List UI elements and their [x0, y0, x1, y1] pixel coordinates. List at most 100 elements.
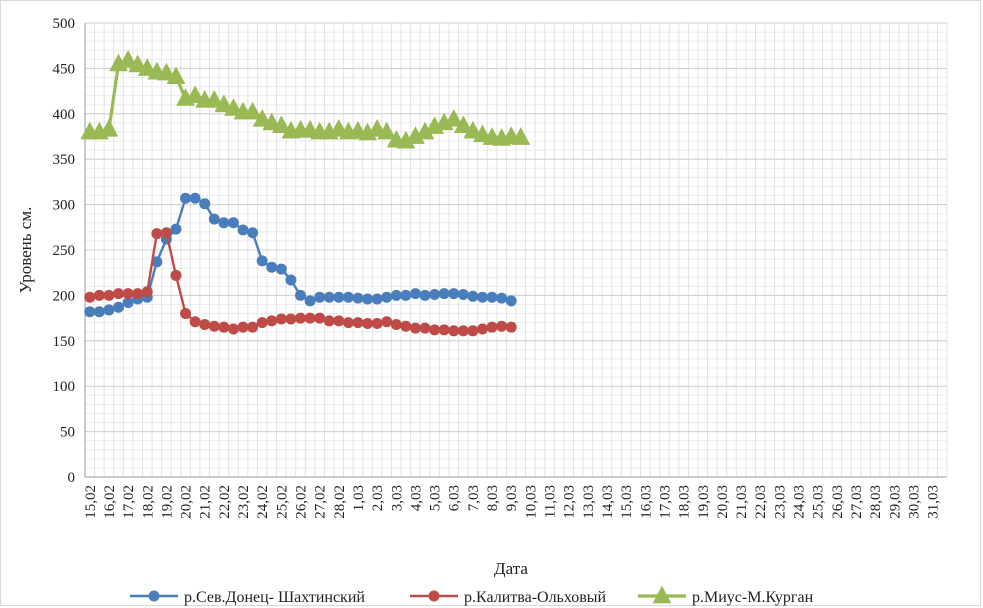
y-tick-label: 350: [53, 152, 76, 168]
data-point: [396, 130, 416, 149]
x-tick-label: 15,02: [83, 485, 99, 519]
series-group: [80, 49, 531, 337]
x-tick-label: 12,03: [562, 485, 578, 519]
axes: [84, 23, 947, 478]
data-point: [333, 291, 345, 303]
data-point: [199, 198, 211, 210]
x-tick-label: 15,03: [619, 485, 635, 519]
data-point: [406, 126, 425, 144]
data-point: [476, 291, 488, 303]
x-tick-label: 11,03: [543, 485, 559, 518]
data-point: [314, 312, 326, 324]
data-point: [99, 119, 119, 137]
data-point: [199, 318, 211, 330]
data-point: [218, 217, 230, 229]
data-point: [148, 590, 160, 602]
x-tick-label: 9,03: [504, 485, 520, 511]
y-tick-label: 150: [53, 334, 76, 350]
data-point: [390, 289, 402, 301]
data-point: [429, 324, 441, 336]
x-tick-label: 10,03: [523, 485, 539, 519]
x-tick-label: 19,03: [696, 485, 712, 519]
data-point: [256, 317, 268, 329]
data-point: [180, 308, 192, 320]
data-point: [381, 316, 393, 328]
data-point: [118, 49, 138, 68]
x-tick-label: 17,03: [657, 485, 673, 519]
x-tick-label: 31,03: [926, 485, 942, 519]
x-tick-label: 23,03: [772, 485, 788, 519]
x-tick-label: 21,03: [734, 485, 750, 519]
y-tick-label: 250: [53, 243, 76, 259]
data-point: [285, 313, 297, 325]
data-point: [409, 288, 421, 300]
data-point: [400, 320, 412, 332]
data-point: [333, 315, 345, 327]
data-point: [342, 291, 354, 303]
data-point: [189, 316, 201, 328]
y-tick-label: 100: [53, 379, 76, 395]
data-point: [285, 274, 297, 286]
data-point: [166, 66, 186, 84]
data-point: [362, 293, 374, 305]
data-point: [409, 322, 421, 334]
legend-label: р.Сев.Донец- Шахтинский: [184, 589, 365, 606]
x-tick-label: 5,03: [428, 485, 444, 511]
data-point: [208, 213, 220, 225]
data-point: [93, 306, 105, 318]
data-point: [227, 217, 239, 229]
series-1: [84, 192, 517, 318]
data-point: [271, 115, 291, 134]
x-tick-label: 26,02: [294, 485, 310, 519]
x-tick-label: 25,02: [274, 485, 290, 519]
y-tick-label: 0: [68, 470, 76, 486]
x-tick-label: 7,03: [466, 485, 482, 511]
data-point: [141, 286, 153, 298]
data-point: [486, 291, 498, 303]
x-tick-label: 25,03: [811, 485, 827, 519]
x-tick-label: 22,03: [753, 485, 769, 519]
data-point: [390, 318, 402, 330]
data-point: [323, 291, 335, 303]
x-tick-label: 27,02: [313, 485, 329, 519]
data-point: [208, 320, 220, 332]
data-point: [247, 321, 259, 333]
x-tick-label: 19,02: [159, 485, 175, 519]
data-point: [295, 312, 306, 324]
x-tick-label: 3,03: [389, 485, 405, 511]
x-tick-label: 30,03: [906, 485, 922, 519]
series-2: [84, 227, 517, 337]
data-point: [476, 323, 488, 335]
data-point: [304, 295, 316, 307]
data-point: [505, 321, 517, 333]
x-tick-label: 22,02: [217, 485, 233, 519]
data-point: [371, 318, 383, 330]
data-point: [237, 224, 249, 236]
data-point: [103, 304, 115, 316]
x-tick-label: 28,02: [332, 485, 348, 519]
data-point: [453, 115, 473, 134]
data-point: [362, 318, 374, 330]
y-tick-label: 500: [53, 16, 76, 32]
x-tick-label: 24,03: [792, 485, 808, 519]
data-point: [185, 85, 205, 104]
x-tick-label: 20,02: [179, 485, 195, 519]
data-point: [218, 321, 230, 333]
data-point: [496, 292, 508, 304]
data-point: [170, 223, 182, 235]
data-point: [84, 291, 96, 303]
data-point: [457, 288, 469, 300]
x-tick-label: 8,03: [485, 485, 501, 511]
data-point: [496, 320, 508, 332]
data-point: [93, 289, 105, 301]
data-point: [352, 292, 364, 304]
data-point: [381, 291, 393, 303]
data-point: [103, 289, 115, 301]
x-tick-label: 28,03: [868, 485, 884, 519]
series-3: [80, 49, 531, 149]
data-point: [448, 325, 460, 337]
data-point: [266, 315, 278, 327]
data-point: [256, 255, 268, 267]
data-point: [400, 289, 412, 301]
